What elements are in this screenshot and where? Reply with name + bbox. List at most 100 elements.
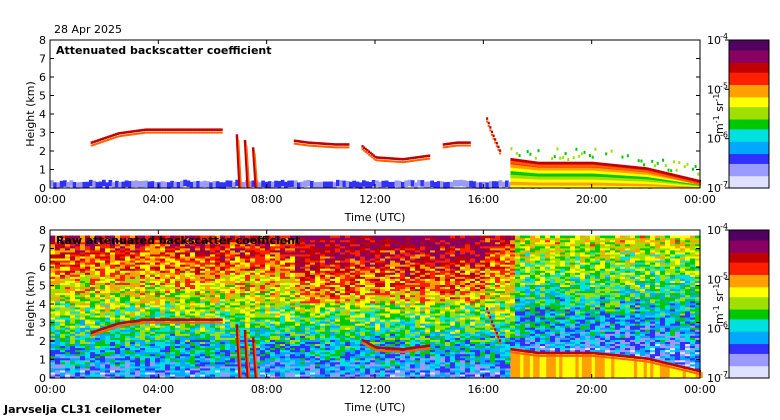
surface-signal-cell xyxy=(430,180,434,188)
noise-cell xyxy=(255,268,261,271)
noise-cell xyxy=(165,335,171,338)
noise-cell xyxy=(230,298,236,302)
fog-cell xyxy=(602,176,606,180)
fog-cell xyxy=(610,168,614,173)
noise-cell xyxy=(250,335,256,338)
noise-cell xyxy=(200,323,206,326)
noise-cell xyxy=(145,355,151,359)
noise-cell xyxy=(55,270,61,273)
noise-cell xyxy=(170,363,176,367)
noise-cell xyxy=(200,347,206,351)
noise-cell xyxy=(225,335,231,338)
noise-cell xyxy=(125,270,131,273)
noise-cell xyxy=(250,316,256,320)
noise-cell xyxy=(155,241,161,245)
noise-cell xyxy=(220,337,226,340)
cloud-cell xyxy=(489,126,492,129)
panel-attenuated-backscatter: Attenuated backscatter coefficient012345… xyxy=(24,32,770,224)
noise-cell xyxy=(240,318,246,322)
cloud-cell xyxy=(301,143,304,146)
noise-cell xyxy=(205,282,211,285)
noise-cell xyxy=(265,249,271,253)
noise-cell xyxy=(130,365,136,369)
noise-cell xyxy=(105,241,111,245)
cloud-cell xyxy=(596,165,599,168)
noise-cell xyxy=(190,298,196,302)
noise-cell xyxy=(290,255,296,259)
noise-cell xyxy=(140,363,146,367)
noise-cell xyxy=(215,270,221,273)
noise-cell xyxy=(60,284,66,288)
fog-cell xyxy=(599,182,604,186)
noise-cell xyxy=(170,312,176,316)
noise-cell xyxy=(65,339,71,342)
noise-cell xyxy=(290,361,296,365)
cloud-cell xyxy=(687,180,690,183)
fog-cell xyxy=(559,175,563,180)
noise-cell xyxy=(265,302,271,306)
y-tick-label: 5 xyxy=(39,90,46,103)
noise-cell xyxy=(215,363,221,367)
noise-cell xyxy=(115,282,121,285)
noise-cell xyxy=(225,296,231,300)
noise-cell xyxy=(205,249,211,253)
noise-cell xyxy=(275,361,281,365)
noise-cell xyxy=(75,262,81,265)
noise-cell xyxy=(155,373,161,377)
noise-cell xyxy=(220,282,226,285)
noise-cell xyxy=(165,262,171,265)
noise-cell xyxy=(195,276,201,279)
noise-cell xyxy=(200,341,206,345)
speckle-cell xyxy=(572,156,575,160)
noise-cell xyxy=(170,325,176,328)
noise-cell xyxy=(275,247,281,251)
noise-cell xyxy=(125,290,131,294)
noise-cell xyxy=(250,304,256,308)
noise-cell xyxy=(190,331,196,334)
noise-cell xyxy=(270,310,276,314)
noise-cell xyxy=(270,288,276,292)
noise-cell xyxy=(110,343,116,347)
noise-cell xyxy=(210,298,216,302)
noise-cell xyxy=(225,316,231,320)
noise-cell xyxy=(285,270,291,273)
fog-cell xyxy=(591,181,595,186)
noise-cell xyxy=(50,249,56,253)
noise-cell xyxy=(195,345,201,349)
surface-signal-cell xyxy=(141,180,145,188)
noise-cell xyxy=(250,237,256,241)
noise-cell xyxy=(105,345,111,349)
noise-cell xyxy=(125,363,131,367)
noise-cell xyxy=(100,255,106,259)
noise-cell xyxy=(170,270,176,273)
noise-cell xyxy=(50,288,56,292)
fog-cell xyxy=(518,174,522,179)
noise-cell xyxy=(270,337,276,340)
noise-cell xyxy=(280,310,286,314)
noise-cell xyxy=(150,373,156,377)
cloud-cell xyxy=(134,129,137,133)
noise-cell xyxy=(70,272,76,275)
noise-cell xyxy=(220,308,226,312)
noise-cell xyxy=(285,259,291,263)
noise-cell xyxy=(230,245,236,249)
noise-cell xyxy=(50,312,56,316)
noise-cell xyxy=(230,359,236,363)
cloud-cell xyxy=(457,144,460,147)
noise-cell xyxy=(90,286,96,290)
cloud-cell xyxy=(606,163,609,166)
speckle-cell xyxy=(556,147,559,151)
noise-cell xyxy=(140,294,146,298)
noise-cell xyxy=(255,347,261,351)
noise-cell xyxy=(155,257,161,261)
noise-cell xyxy=(80,310,86,314)
noise-cell xyxy=(280,329,286,332)
x-tick-label: 00:00 xyxy=(34,193,66,206)
noise-cell xyxy=(290,294,296,298)
noise-cell xyxy=(280,251,286,255)
noise-cell xyxy=(260,288,266,292)
noise-cell xyxy=(270,363,276,367)
noise-cell xyxy=(55,318,61,322)
colorbar-segment xyxy=(729,143,769,147)
noise-cell xyxy=(165,308,171,312)
